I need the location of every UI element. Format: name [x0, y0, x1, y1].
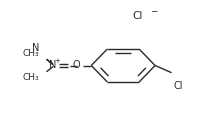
Text: Cl: Cl [174, 81, 183, 91]
Text: N: N [31, 43, 39, 53]
Text: −: − [150, 6, 157, 15]
Text: CH₃: CH₃ [22, 49, 39, 58]
Text: Cl: Cl [132, 11, 142, 21]
Text: O: O [72, 61, 80, 70]
Text: N: N [48, 61, 56, 70]
Text: +: + [55, 58, 61, 64]
Text: CH₃: CH₃ [22, 73, 39, 82]
